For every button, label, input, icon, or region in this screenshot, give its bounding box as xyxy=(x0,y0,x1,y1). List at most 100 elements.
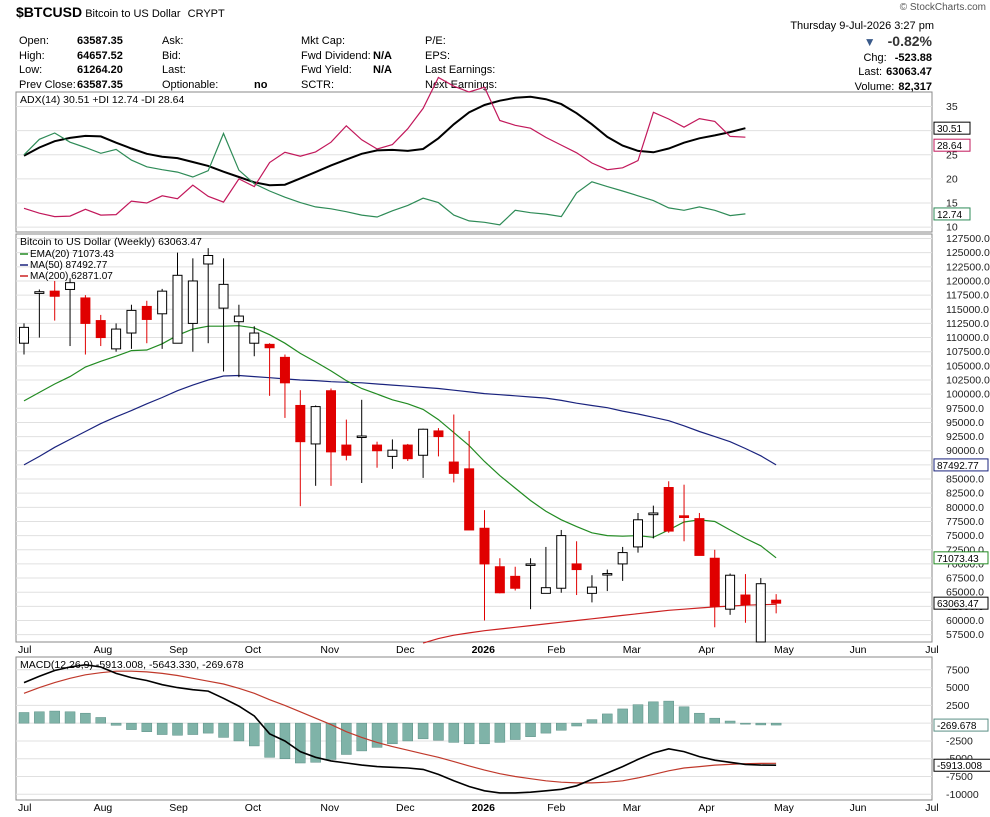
macd-histogram-bar xyxy=(249,722,260,747)
candle-body xyxy=(556,535,567,589)
macd-hist-last-label: -269.678 xyxy=(937,721,977,732)
macd-axis-tick-label: 5000 xyxy=(946,682,970,694)
macd-histogram-bar xyxy=(80,712,91,724)
macd-x-label: Sep xyxy=(169,802,188,814)
ema20-last-label: 71073.43 xyxy=(937,554,979,565)
exchange: CRYPT xyxy=(187,8,225,20)
volume-label: Volume: xyxy=(854,80,895,93)
macd-axis-tick-label: -10000 xyxy=(946,789,979,801)
candle-body xyxy=(326,390,336,453)
price-x-label: Apr xyxy=(698,644,715,656)
adx-last-label-box xyxy=(933,121,971,135)
last-label: Last: xyxy=(162,64,186,76)
macd-last-label-box xyxy=(933,758,990,772)
candle-body xyxy=(479,527,490,565)
optionable-label: Optionable: xyxy=(162,78,219,91)
candle-body xyxy=(525,563,536,566)
optionable-value: no xyxy=(254,78,268,91)
macd-histogram-bar xyxy=(509,722,521,740)
adx-axis-tick-label: 10 xyxy=(946,222,958,234)
candle-body xyxy=(19,326,29,344)
macd-x-label: May xyxy=(774,802,795,814)
macd-x-label: Apr xyxy=(698,802,715,814)
macd-histogram-bar xyxy=(479,722,490,745)
quote-header: $BTCUSD Bitcoin to US Dollar CRYPT © Sto… xyxy=(0,0,990,93)
macd-histogram-bar xyxy=(663,700,674,724)
adx-series-2 xyxy=(23,76,746,218)
adx-series-0 xyxy=(23,95,746,187)
candle-body xyxy=(586,586,597,594)
macd-histogram-bar xyxy=(141,722,153,732)
candle-body xyxy=(310,406,321,445)
adx-axis-tick-label: 15 xyxy=(946,198,958,210)
price-axis-tick-label: 95000.0 xyxy=(946,417,984,429)
macd-histogram-bar xyxy=(494,722,506,743)
candle-body xyxy=(602,573,613,576)
quote-col-1: Open: 63587.35 High: 64657.52 Low: 61264.20… xyxy=(19,34,123,92)
price-axis-tick-label: 102500.0 xyxy=(946,374,990,386)
ma50-last-label-box xyxy=(933,458,989,472)
price-axis-tick-label: 77500.0 xyxy=(946,516,984,528)
candle-body xyxy=(633,519,643,548)
candle-body xyxy=(418,428,429,456)
low-value: 61264.20 xyxy=(77,64,123,76)
price-title: Bitcoin to US Dollar (Weekly) 63063.47 xyxy=(20,236,202,248)
price-axis-tick-label: 115000.0 xyxy=(946,304,989,316)
quote-col-2: Ask: Bid: Last: Optionable: no xyxy=(162,34,267,92)
candle-body xyxy=(771,599,782,604)
macd-histogram-bar xyxy=(202,722,214,734)
price-x-label: Feb xyxy=(547,644,565,656)
minus-di-last-label: 28.64 xyxy=(937,141,962,152)
last2-value: 63063.47 xyxy=(886,66,932,78)
macd-last-label: -5913.008 xyxy=(937,761,982,772)
plus-di-last-label: 12.74 xyxy=(937,210,962,221)
price-x-label: Jul xyxy=(925,644,938,656)
price-x-label: Dec xyxy=(396,644,415,656)
candle-body xyxy=(510,575,521,589)
prev-close-value: 63587.35 xyxy=(77,78,123,91)
high-value: 64657.52 xyxy=(77,49,123,62)
candle-body xyxy=(356,435,367,439)
price-axis-tick-label: 82500.0 xyxy=(946,488,984,500)
candle-body xyxy=(80,297,91,324)
price-axis-tick-label: 60000.0 xyxy=(946,615,984,627)
macd-histogram-bar xyxy=(402,722,413,742)
adx-last-label: 30.51 xyxy=(937,124,962,135)
ask-label: Ask: xyxy=(162,35,184,47)
price-axis-tick-label: 67500.0 xyxy=(946,573,984,585)
macd-histogram-bar xyxy=(617,708,628,724)
macd-histogram-bar xyxy=(187,722,199,735)
macd-signal-line xyxy=(23,670,777,784)
instrument-name: Bitcoin to US Dollar xyxy=(85,8,181,20)
macd-histogram-bar xyxy=(648,701,659,724)
macd-histogram-bar xyxy=(264,722,275,758)
candle-body xyxy=(95,320,106,339)
price-x-label: Aug xyxy=(94,644,113,656)
candle-body xyxy=(387,449,398,457)
price-axis-tick-label: 57500.0 xyxy=(946,629,984,641)
candle-body xyxy=(679,515,690,519)
symbol: $BTCUSD xyxy=(16,4,83,20)
candle-body xyxy=(111,328,122,350)
adx-axis-tick-label: 20 xyxy=(946,173,958,185)
fwd-dividend-value: N/A xyxy=(373,49,392,62)
macd-histogram-bar xyxy=(325,722,337,760)
price-axis-tick-label: 117500.0 xyxy=(946,290,989,302)
price-axis-tick-label: 125000.0 xyxy=(946,247,990,259)
macd-x-label: Feb xyxy=(547,802,565,814)
macd-histogram-bar xyxy=(64,711,76,724)
macd-axis-tick-label: 2500 xyxy=(946,700,970,712)
candle-body xyxy=(694,518,705,556)
ema20-last-label-box xyxy=(933,551,989,565)
candle-body xyxy=(725,574,736,610)
candle-body xyxy=(540,587,551,594)
candle-body xyxy=(218,283,229,309)
macd-x-label: Oct xyxy=(245,802,261,814)
chg-label: Chg: xyxy=(863,51,887,64)
macd-histogram-bar xyxy=(571,722,582,727)
macd-histogram-bar xyxy=(770,722,782,726)
copyright: © StockCharts.com xyxy=(899,2,986,13)
price-x-label: Mar xyxy=(623,644,642,656)
percent-change: -0.82% xyxy=(887,33,932,49)
